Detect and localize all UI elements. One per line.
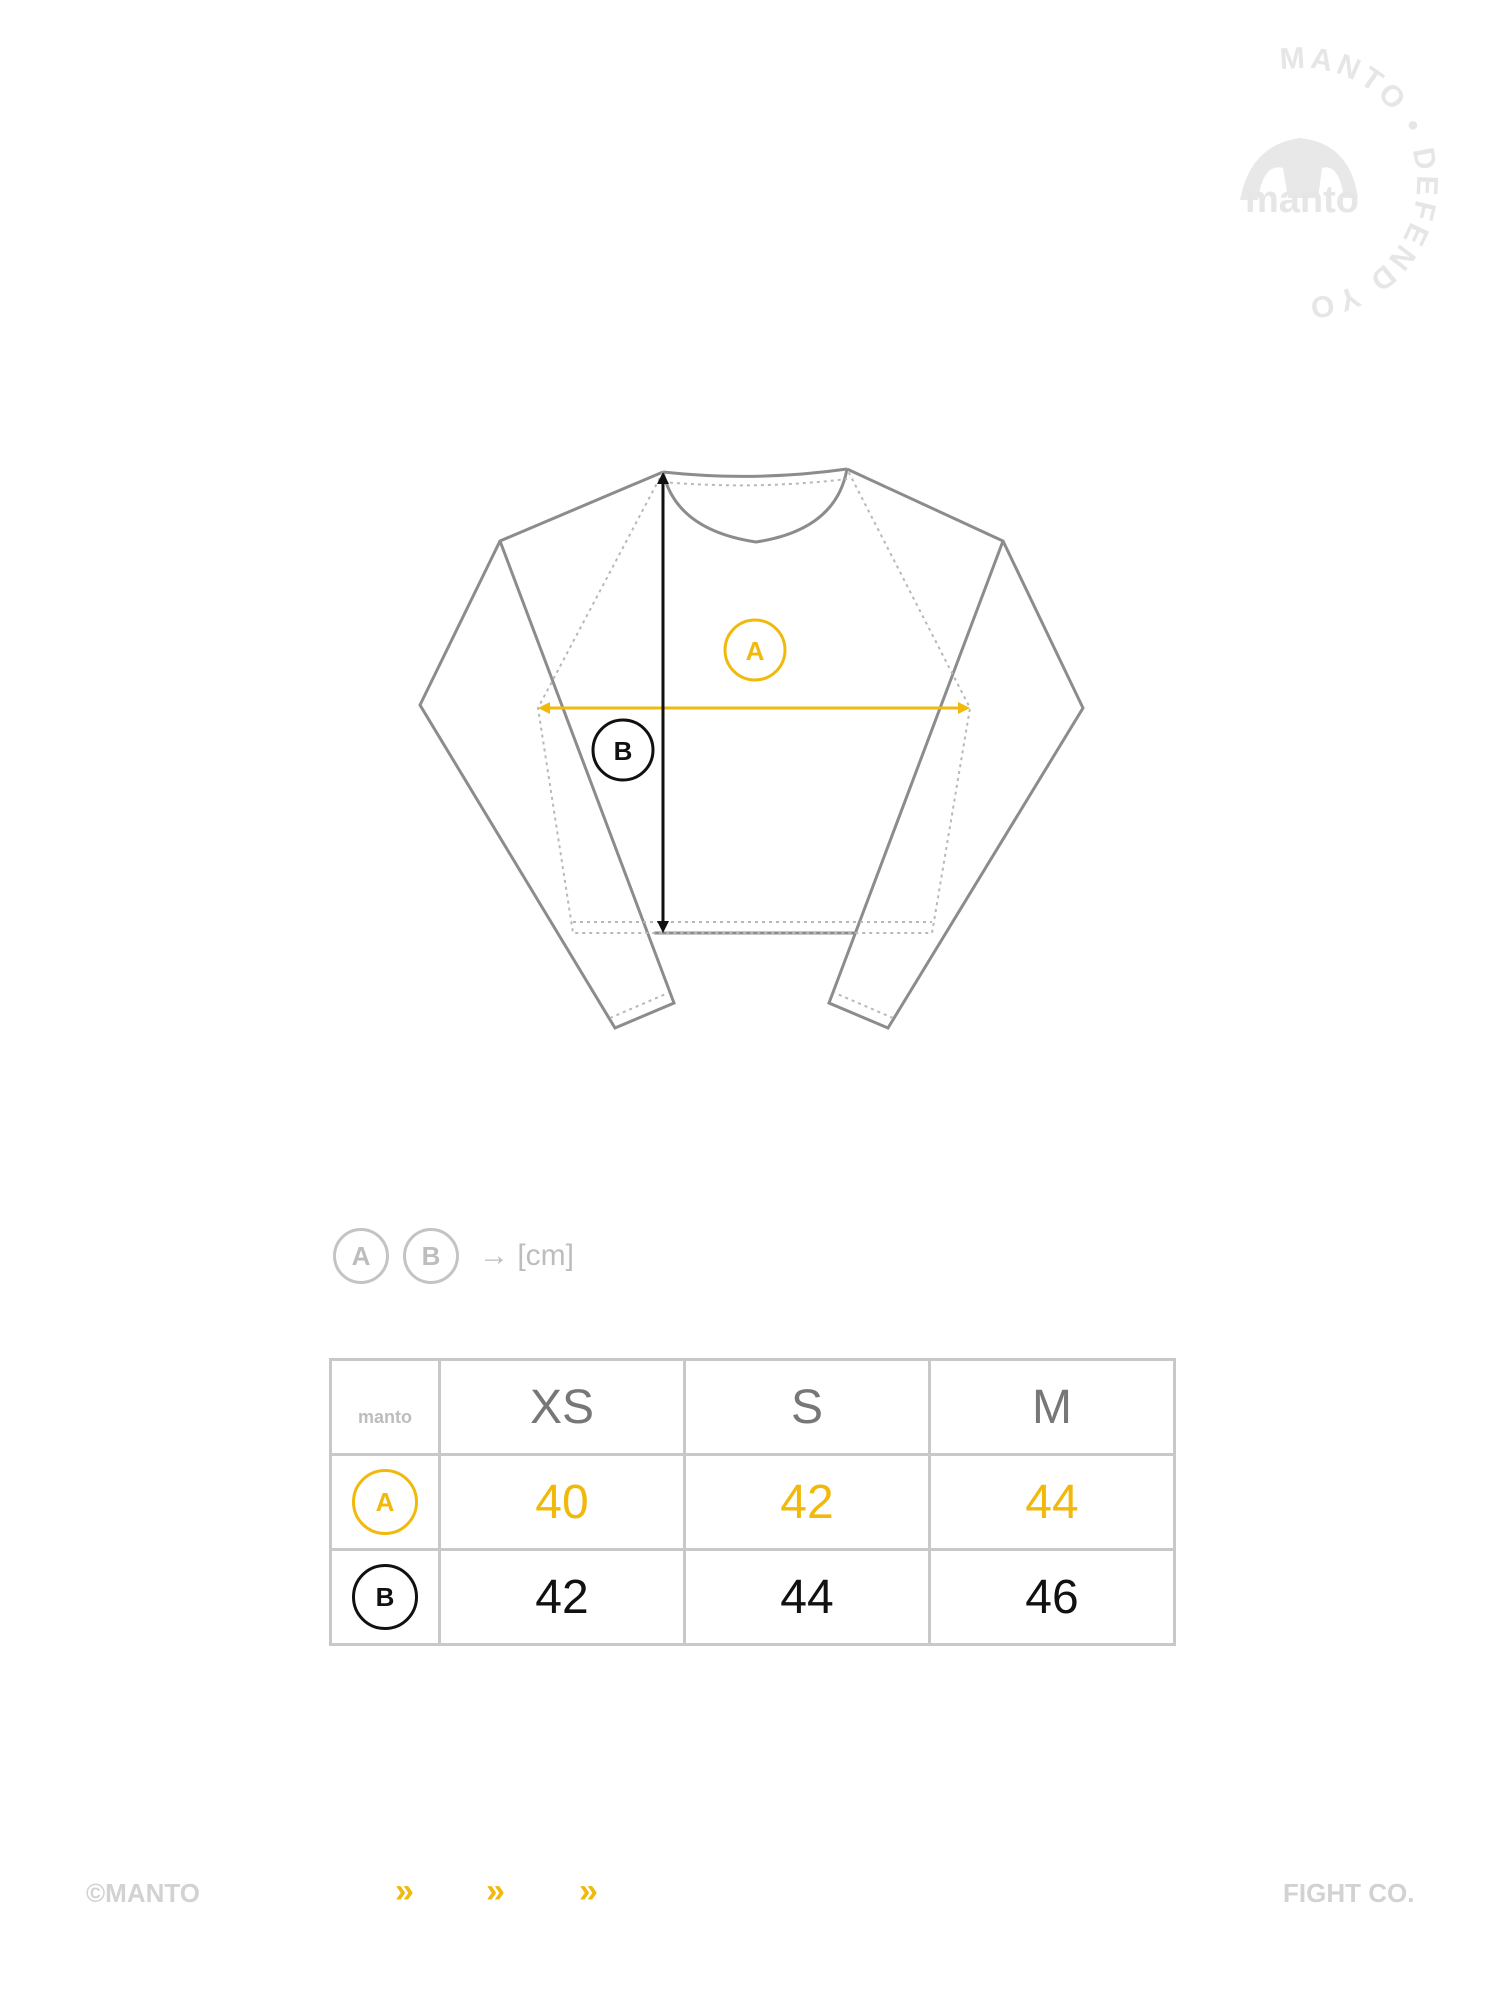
shirt-outline [418, 467, 1085, 1030]
table-row: B 42 44 46 [329, 1548, 1176, 1646]
marker-b: B [591, 718, 655, 782]
chevron-icon: » [395, 1872, 414, 1910]
svg-text:A: A [746, 636, 765, 666]
table-header-row: manto XS S M [329, 1358, 1176, 1456]
size-header: M [928, 1358, 1176, 1456]
row-marker-a: A [352, 1469, 418, 1535]
logo-cell: manto [329, 1358, 441, 1456]
size-table: manto XS S M A 40 42 44 B 42 44 46 [329, 1358, 1176, 1646]
arrow-right-icon: → [479, 1239, 509, 1272]
table-cell: 42 [438, 1548, 686, 1646]
marker-a: A [723, 618, 787, 682]
legend: A B → [cm] [333, 1226, 574, 1286]
stamp-logo: MANTO • DEFEND YOURSELF • EST. 04 • mant… [0, 0, 1443, 324]
shirt-diagram: MANTO • DEFEND YOURSELF • EST. 04 • mant… [0, 0, 1443, 1030]
size-header: S [683, 1358, 931, 1456]
table-cell: 44 [683, 1548, 931, 1646]
chevron-icon: » [579, 1872, 598, 1910]
svg-text:manto: manto [1245, 179, 1359, 221]
svg-text:MANTO • DEFEND YOURSELF • EST.: MANTO • DEFEND YOURSELF • EST. 04 • [0, 0, 1443, 324]
manto-logo: manto [358, 1406, 412, 1427]
table-cell: 44 [928, 1453, 1176, 1551]
row-marker-b: B [352, 1564, 418, 1630]
chevron-icon: » [486, 1872, 505, 1910]
table-cell: 42 [683, 1453, 931, 1551]
unit-text: [cm] [517, 1239, 575, 1272]
footer-tagline: FIGHT CO. [1283, 1878, 1415, 1908]
measure-a-arrow [538, 702, 970, 714]
table-cell: 40 [438, 1453, 686, 1551]
legend-b: B [403, 1228, 459, 1284]
legend-a: A [333, 1228, 389, 1284]
shirt-seams [536, 468, 972, 1019]
size-header: XS [438, 1358, 686, 1456]
footer-copyright: ©MANTO [86, 1878, 201, 1908]
table-cell: 46 [928, 1548, 1176, 1646]
measure-b-arrow [657, 472, 669, 933]
table-row: A 40 42 44 [329, 1453, 1176, 1551]
svg-text:B: B [614, 736, 633, 766]
unit-label: → [cm] [479, 1239, 574, 1273]
